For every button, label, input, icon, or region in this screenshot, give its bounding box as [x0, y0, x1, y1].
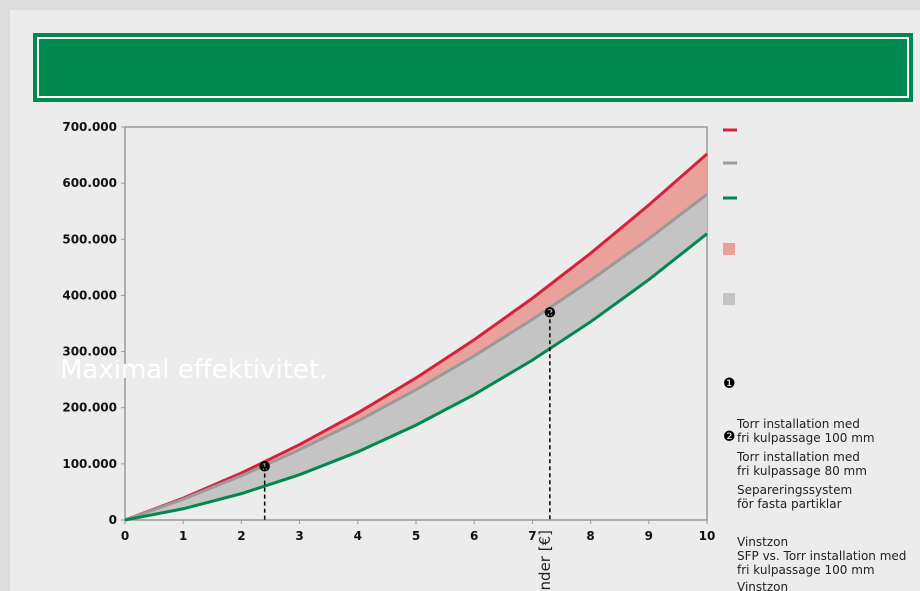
y-tick-label: 0: [109, 513, 117, 527]
y-tick-label: 400.000: [62, 288, 117, 302]
y-tick-label: 300.000: [62, 345, 117, 359]
legend-label: Vinstzon: [737, 580, 789, 591]
legend-label: Torr installation med fri kulpassage 100…: [737, 417, 875, 445]
legend-marker: ❷: [723, 429, 736, 445]
x-tick-label: 8: [586, 529, 594, 543]
legend-key: [723, 243, 735, 255]
legend-label: Vinstzon: [737, 535, 789, 549]
y-tick-label: 200.000: [62, 401, 117, 415]
banner-frame: [37, 37, 909, 98]
x-tick-label: 9: [645, 529, 653, 543]
plot-frame: [124, 126, 708, 521]
x-tick-label: 0: [121, 529, 129, 543]
x-tick-label: 4: [354, 529, 362, 543]
x-tick-label: 3: [295, 529, 303, 543]
x-tick-label: 1: [179, 529, 187, 543]
legend-marker: ❶: [723, 376, 736, 392]
y-tick-label: 500.000: [62, 232, 117, 246]
legend-label: SFP vs. Torr installation med fri kulpas…: [737, 549, 907, 577]
legend-label: Torr installation med fri kulpassage 80 …: [737, 450, 867, 478]
series-line: [124, 193, 708, 522]
annotation-marker: ❶: [258, 460, 271, 476]
series-line: [124, 152, 708, 522]
annotation-marker: ❷: [544, 305, 557, 321]
area: [125, 153, 707, 520]
x-tick-label: 6: [470, 529, 478, 543]
y-axis-label: nder [€]: [536, 530, 554, 590]
x-tick-label: 10: [699, 529, 716, 543]
panel: [10, 10, 920, 591]
y-tick-label: 700.000: [62, 120, 117, 134]
legend-label: Separeringssystem för fasta partiklar: [737, 483, 853, 511]
banner: [33, 33, 913, 102]
chart-title: Maximal effektivitet.: [60, 355, 327, 385]
y-tick-label: 100.000: [62, 457, 117, 471]
legend-key: [723, 293, 735, 305]
x-tick-label: 5: [412, 529, 420, 543]
y-tick-label: 600.000: [62, 176, 117, 190]
x-tick-label: 7: [528, 529, 536, 543]
series-line: [124, 232, 708, 522]
x-tick-label: 2: [237, 529, 245, 543]
